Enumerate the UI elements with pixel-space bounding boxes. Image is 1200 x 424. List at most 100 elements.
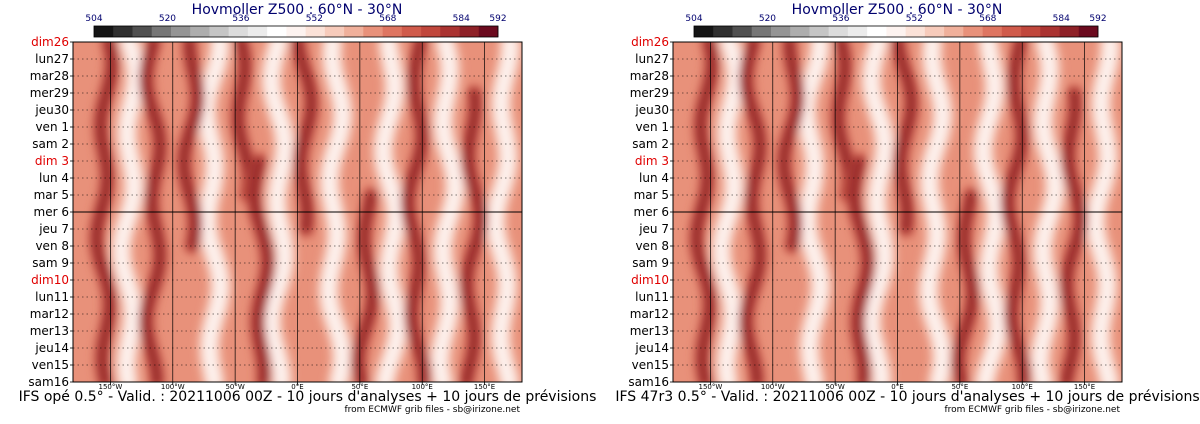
trough-band bbox=[294, 42, 316, 233]
colorbar-swatch bbox=[190, 26, 210, 37]
colorbar-swatch bbox=[305, 26, 326, 37]
longitude-label: 0°E bbox=[891, 383, 903, 391]
longitude-label: 50°E bbox=[951, 383, 968, 391]
date-label: jeu14 bbox=[634, 341, 669, 355]
date-label: dim10 bbox=[31, 273, 69, 287]
colorbar-swatch bbox=[1040, 26, 1060, 37]
date-label: dim10 bbox=[631, 273, 669, 287]
date-label: lun27 bbox=[635, 52, 669, 66]
date-label: lun 4 bbox=[639, 171, 669, 185]
date-label: ven15 bbox=[632, 358, 669, 372]
date-label: mer 6 bbox=[634, 205, 669, 219]
colorbar-swatch bbox=[151, 26, 172, 37]
date-label: lun27 bbox=[35, 52, 69, 66]
date-label: jeu30 bbox=[634, 103, 669, 117]
date-label: sam16 bbox=[628, 375, 669, 389]
longitude-label: 100°W bbox=[761, 383, 785, 391]
colorbar-swatch bbox=[924, 26, 945, 37]
colorbar-tick-label: 592 bbox=[489, 14, 506, 24]
colorbar-swatch bbox=[267, 26, 287, 37]
colorbar-swatch bbox=[982, 26, 1003, 37]
colorbar-swatch bbox=[1001, 26, 1022, 37]
colorbar-swatch bbox=[440, 26, 460, 37]
date-label: jeu30 bbox=[34, 103, 69, 117]
date-label: sam16 bbox=[28, 375, 69, 389]
trough-band bbox=[1062, 89, 1084, 382]
date-label: lun 4 bbox=[39, 171, 69, 185]
colorbar-swatch bbox=[770, 26, 791, 37]
colorbar-swatch bbox=[170, 26, 191, 37]
trough-band bbox=[894, 42, 916, 233]
chart-caption: IFS opé 0.5° - Valid. : 20211006 00Z - 1… bbox=[19, 389, 597, 405]
chart-title: Hovmoller Z500 : 60°N - 30°N bbox=[192, 2, 403, 18]
colorbar-swatch bbox=[421, 26, 441, 37]
colorbar-swatch bbox=[732, 26, 753, 37]
date-label: sam 9 bbox=[32, 256, 69, 270]
date-label: sam 9 bbox=[632, 256, 669, 270]
chart-caption: IFS 47r3 0.5° - Valid. : 20211006 00Z - … bbox=[615, 389, 1199, 405]
longitude-label: 0°E bbox=[291, 383, 303, 391]
longitude-label: 100°E bbox=[412, 383, 433, 391]
trough-band bbox=[462, 89, 484, 382]
date-label: jeu14 bbox=[34, 341, 69, 355]
colorbar-swatch bbox=[944, 26, 964, 37]
colorbar-swatch bbox=[905, 26, 926, 37]
colorbar-swatch bbox=[228, 26, 249, 37]
longitude-label: 50°W bbox=[825, 383, 844, 391]
date-label: jeu 7 bbox=[638, 222, 669, 236]
date-label: lun11 bbox=[35, 290, 69, 304]
colorbar-swatch bbox=[694, 26, 714, 37]
colorbar-swatch bbox=[324, 26, 345, 37]
row-grid bbox=[673, 42, 1122, 382]
colorbar-tick-label: 584 bbox=[453, 14, 470, 24]
date-label: dim 3 bbox=[635, 154, 669, 168]
colorbar-swatch bbox=[751, 26, 772, 37]
date-label: mer13 bbox=[630, 324, 669, 338]
date-label: jeu 7 bbox=[38, 222, 69, 236]
date-label: mer29 bbox=[30, 86, 69, 100]
colorbar-swatch bbox=[382, 26, 403, 37]
date-label: dim26 bbox=[31, 35, 69, 49]
hovmoller-panel-left: Hovmoller Z500 : 60°N - 30°N 504 520 536 552… bbox=[19, 2, 597, 415]
date-label: ven 1 bbox=[635, 120, 669, 134]
colorbar-tick-label: 568 bbox=[979, 14, 996, 24]
colorbar-tick-label: 584 bbox=[1053, 14, 1070, 24]
colorbar-swatch bbox=[94, 26, 114, 37]
colorbar-swatch bbox=[459, 26, 480, 37]
colorbar-swatch bbox=[809, 26, 829, 37]
chart-credit: from ECMWF grib files - sb@irizone.net bbox=[344, 405, 520, 415]
longitude-label: 50°E bbox=[351, 383, 368, 391]
date-label: mar 5 bbox=[634, 188, 669, 202]
colorbar-swatch bbox=[247, 26, 268, 37]
date-label: sam 2 bbox=[632, 137, 669, 151]
colorbar-swatch bbox=[132, 26, 153, 37]
colorbar-swatch bbox=[363, 26, 383, 37]
colorbar-swatch bbox=[828, 26, 849, 37]
longitude-label: 150°W bbox=[699, 383, 723, 391]
colorbar-frame bbox=[93, 25, 499, 38]
colorbar-swatch bbox=[790, 26, 810, 37]
colorbar-swatch bbox=[344, 26, 364, 37]
colorbar-swatch bbox=[286, 26, 306, 37]
colorbar-swatch bbox=[113, 26, 133, 37]
colorbar-swatch bbox=[867, 26, 887, 37]
colorbar-tick-label: 536 bbox=[232, 14, 249, 24]
colorbar-swatch bbox=[478, 26, 499, 37]
hovmoller-panel-right: Hovmoller Z500 : 60°N - 30°N 504 520 536 552… bbox=[615, 2, 1199, 415]
colorbar-tick-label: 568 bbox=[379, 14, 396, 24]
date-label: ven15 bbox=[32, 358, 69, 372]
longitude-label: 50°W bbox=[225, 383, 244, 391]
date-label: mer 6 bbox=[34, 205, 69, 219]
colorbar: 504 520 536 552 568 584 592 bbox=[685, 14, 1107, 38]
date-label: lun11 bbox=[635, 290, 669, 304]
date-label: mar12 bbox=[630, 307, 669, 321]
colorbar-swatch bbox=[886, 26, 906, 37]
date-label: dim 3 bbox=[35, 154, 69, 168]
colorbar-swatch bbox=[401, 26, 422, 37]
colorbar-tick-label: 520 bbox=[759, 14, 776, 24]
colorbar-tick-label: 592 bbox=[1089, 14, 1106, 24]
date-label: dim26 bbox=[631, 35, 669, 49]
date-label: mar 5 bbox=[34, 188, 69, 202]
colorbar-swatch bbox=[963, 26, 983, 37]
